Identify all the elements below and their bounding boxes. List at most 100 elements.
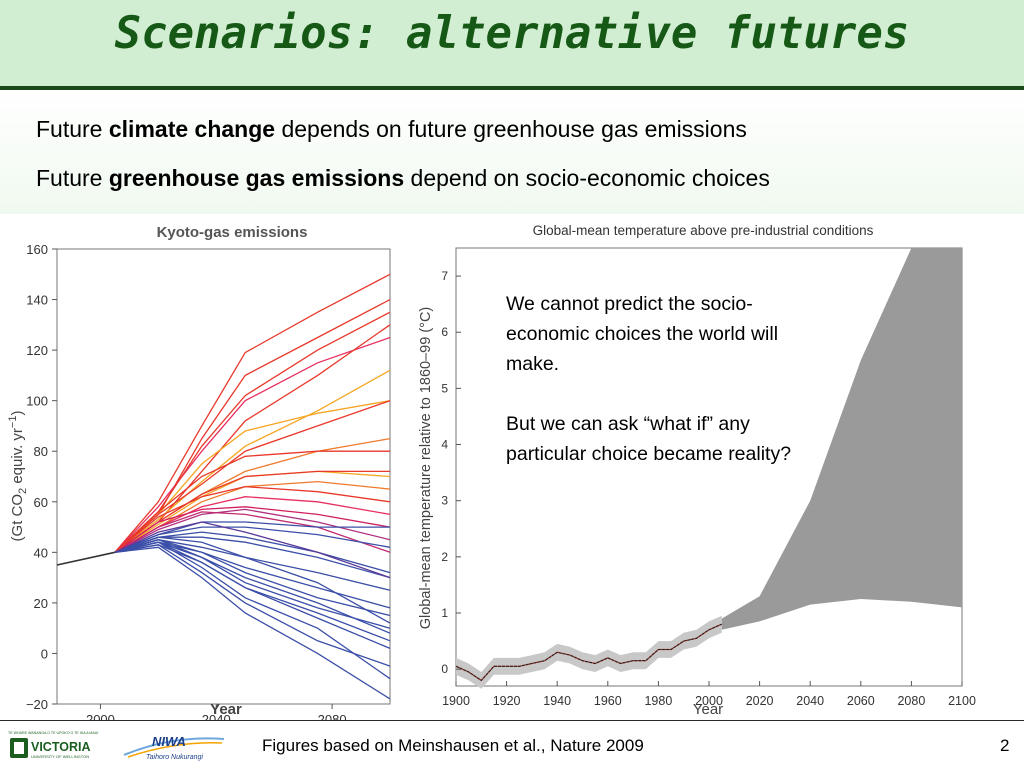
temperature-y-tick-label: 0 (441, 662, 448, 676)
emissions-y-tick-label: 20 (34, 596, 48, 611)
emissions-chart-title: Kyoto-gas emissions (157, 224, 308, 241)
niwa-swoosh-accent (127, 742, 223, 758)
emissions-y-tick-label: 80 (34, 444, 48, 459)
emissions-scenario-line (114, 521, 391, 579)
niwa-swoosh-icon (123, 737, 225, 756)
bullet-1-post: depends on future greenhouse gas emissio… (275, 116, 747, 142)
emissions-scenario-line (114, 470, 391, 553)
temperature-x-tick-label: 2020 (746, 694, 774, 708)
temperature-x-tick-label: 2080 (897, 694, 925, 708)
page-number: 2 (1000, 736, 1010, 755)
emissions-x-tick-label: 2080 (318, 712, 347, 720)
emissions-scenario-line (114, 506, 391, 553)
vuw-logo-subtitle: UNIVERSITY OF WELLINGTON (31, 754, 89, 759)
emissions-scenario-line (114, 541, 391, 629)
temperature-y-axis-label: Global-mean temperature relative to 1860… (418, 307, 434, 630)
callout-text: We cannot predict the socio-economic cho… (506, 289, 826, 469)
temperature-y-tick-label: 5 (441, 381, 448, 395)
bullet-line-1: Future climate change depends on future … (36, 116, 747, 143)
emissions-y-tick-label: 60 (34, 495, 48, 510)
temperature-observation-band (456, 615, 722, 689)
ylabel-part-sup: −1 (7, 416, 19, 429)
emissions-series-group (56, 273, 391, 700)
temperature-x-tick-label: 1900 (442, 694, 470, 708)
bullet-2-pre: Future (36, 165, 109, 191)
emissions-scenario-line (114, 521, 390, 553)
emissions-scenario-line (114, 544, 391, 642)
title-bar: Scenarios: alternative futures (0, 0, 1024, 86)
emissions-y-tick-label: 140 (26, 293, 48, 308)
emissions-y-axis-label: (Gt CO2 equiv. yr−1) (7, 411, 29, 542)
emissions-scenario-line (114, 531, 391, 574)
emissions-y-tick-label: 0 (41, 646, 48, 661)
temperature-series-group (455, 248, 962, 689)
temperature-chart: Global-mean temperature above pre-indust… (400, 214, 1024, 720)
temperature-y-tick-label: 7 (441, 269, 448, 283)
temperature-x-tick-label: 2060 (847, 694, 875, 708)
emissions-scenario-line (114, 508, 391, 553)
victoria-university-logo: TE WHARE WANANGA O TE UPOKO O TE IKA A M… (6, 729, 118, 763)
emissions-chart: Kyoto-gas emissions 160 140 120 100 80 60 40 20… (0, 214, 400, 727)
temperature-y-ticks: 0 1 2 3 4 5 6 7 (441, 269, 461, 676)
emissions-scenario-line (114, 369, 391, 553)
temperature-x-tick-label: 2000 (695, 694, 723, 708)
title-divider (0, 86, 1024, 90)
temperature-x-tick-label: 2040 (796, 694, 824, 708)
vuw-crest-inner (14, 742, 24, 754)
ylabel-part-main: (Gt CO (9, 494, 26, 542)
emissions-scenario-line (114, 336, 391, 553)
slide-title: Scenarios: alternative futures (114, 8, 910, 59)
callout-paragraph-1: We cannot predict the socio-economic cho… (506, 293, 779, 375)
temperature-x-axis-label: Year (693, 701, 723, 718)
emissions-y-tick-label: 40 (34, 545, 48, 560)
emissions-x-axis-label: Year (210, 701, 242, 718)
temperature-y-tick-label: 1 (441, 606, 448, 620)
vuw-logo-motto: TE WHARE WANANGA O TE UPOKO O TE IKA A M… (8, 731, 98, 735)
temperature-x-tick-label: 1940 (543, 694, 571, 708)
niwa-logo-subtitle: Taihoro Nukurangi (146, 754, 203, 761)
bullet-2-bold: greenhouse gas emissions (108, 165, 405, 191)
temperature-y-tick-label: 6 (441, 325, 448, 339)
temperature-chart-title: Global-mean temperature above pre-indust… (533, 223, 874, 238)
ylabel-part-rest: equiv. yr (9, 428, 26, 488)
emissions-historical-line (56, 551, 116, 566)
emissions-y-tick-label: 100 (26, 394, 48, 409)
bullet-area: Future climate change depends on future … (0, 90, 1024, 214)
vuw-logo-name: VICTORIA (31, 740, 91, 754)
bullet-1-bold: climate change (108, 116, 276, 142)
bullet-1-pre: Future (36, 116, 109, 142)
bullet-line-2: Future greenhouse gas emissions depend o… (36, 165, 770, 192)
temperature-y-tick-label: 3 (441, 494, 448, 508)
emissions-y-tick-label: −20 (26, 697, 48, 712)
emissions-scenario-line (114, 485, 391, 553)
emissions-scenario-line (114, 400, 391, 553)
bullet-2-post: depend on socio-economic choices (404, 165, 770, 191)
callout-paragraph-2: But we can ask “what if” any particular … (506, 413, 792, 465)
emissions-y-tick-label: 120 (26, 343, 48, 358)
ylabel-part-close: ) (9, 411, 26, 416)
footer-caption: Figures based on Meinshausen et al., Nat… (262, 736, 644, 755)
ylabel-part-sub: 2 (17, 488, 29, 494)
emissions-y-tick-label: 160 (26, 242, 48, 257)
emissions-y-ticks: 160 140 120 100 80 60 40 20 0 −20 (26, 242, 57, 712)
temperature-y-tick-label: 4 (441, 438, 448, 452)
niwa-logo: NIWA Taihoro Nukurangi (122, 729, 228, 763)
emissions-scenario-line (114, 511, 391, 553)
temperature-projection-band (721, 248, 962, 630)
callout-spacer (506, 379, 826, 409)
emissions-plot-frame (56, 248, 391, 705)
temperature-x-tick-label: 1980 (644, 694, 672, 708)
emissions-scenario-line (114, 546, 391, 700)
temperature-x-tick-label: 1920 (493, 694, 521, 708)
temperature-x-tick-label: 2100 (948, 694, 976, 708)
temperature-observed-line (455, 623, 722, 682)
footer-divider (0, 720, 1024, 721)
emissions-x-tick-label: 2000 (86, 712, 115, 720)
emissions-scenario-line (114, 539, 391, 617)
emissions-scenario-line (114, 450, 390, 553)
emissions-scenario-line (114, 273, 391, 553)
temperature-y-tick-label: 2 (441, 550, 448, 564)
temperature-x-ticks: 1900 1920 1940 1960 1980 2000 2020 2040 2060 2080… (442, 681, 976, 708)
niwa-logo-name: NIWA (152, 734, 186, 749)
temperature-x-tick-label: 1960 (594, 694, 622, 708)
